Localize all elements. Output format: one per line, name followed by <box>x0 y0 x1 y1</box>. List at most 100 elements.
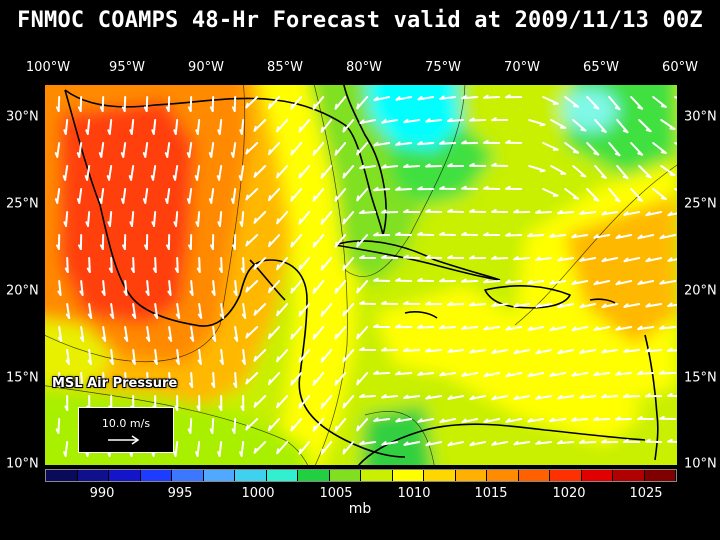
colorbar-swatch <box>487 470 519 481</box>
wind-vector <box>66 349 70 365</box>
wind-vector-head <box>359 209 365 214</box>
wind-vector-head <box>239 129 243 135</box>
wind-vector <box>234 372 238 388</box>
wind-vector <box>660 165 676 176</box>
wind-vector <box>110 303 115 319</box>
wind-vector-head <box>417 324 423 329</box>
wind-vector-head <box>233 290 238 296</box>
wind-vector <box>630 142 644 156</box>
wind-vector <box>356 280 369 294</box>
wind-vector-head <box>101 336 107 342</box>
wind-vector <box>168 280 172 296</box>
wind-vector-head <box>122 244 126 250</box>
wind-vector <box>586 188 600 202</box>
wind-vector <box>359 165 377 170</box>
wind-vector <box>124 326 129 342</box>
wind-vector-head <box>469 441 475 447</box>
wind-vector-head <box>143 106 148 112</box>
wind-vector <box>290 280 303 294</box>
wind-vector-head <box>573 105 579 108</box>
wind-vector-head <box>320 310 324 317</box>
wind-vector-head <box>579 303 585 309</box>
wind-vector-head <box>245 286 249 293</box>
wind-vector-head <box>245 332 249 339</box>
wind-vector-head <box>253 355 257 362</box>
wind-vector <box>276 165 289 179</box>
wind-vector-head <box>549 417 555 422</box>
wind-vector-head <box>373 370 379 375</box>
wind-vector-head <box>175 359 180 365</box>
wind-vector <box>483 418 501 424</box>
wind-vector-head <box>461 231 467 236</box>
wind-vector <box>483 326 501 331</box>
wind-vector <box>110 257 113 273</box>
wind-vector-head <box>298 310 302 317</box>
wind-vector <box>571 234 589 239</box>
wind-vector-head <box>359 255 365 259</box>
wind-vector-head <box>106 175 111 181</box>
wind-vector-head <box>189 382 194 388</box>
coastlines <box>64 85 659 465</box>
wind-vector-head <box>334 425 338 432</box>
wind-vector-head <box>403 163 409 168</box>
wind-vector-head <box>209 428 214 434</box>
wind-vector-head <box>660 151 667 154</box>
wind-vector-head <box>123 336 129 342</box>
wind-vector-head <box>645 175 652 179</box>
wind-vector-head <box>195 129 199 135</box>
wind-vector <box>381 119 399 124</box>
wind-vector-head <box>513 303 519 308</box>
wind-vector <box>381 165 399 169</box>
wind-vector-head <box>232 244 236 250</box>
wind-vector-head <box>667 438 673 443</box>
wind-vector-head <box>245 424 249 431</box>
wind-vector-head <box>85 221 89 227</box>
wind-vector-head <box>342 402 346 409</box>
wind-vector <box>491 395 509 401</box>
lat-label-right-25n: 25°N <box>684 196 717 212</box>
wind-vector <box>373 188 391 192</box>
wind-vector-head <box>439 325 445 330</box>
wind-vector-head <box>268 195 271 202</box>
wind-vector-head <box>245 148 249 155</box>
wind-vector-head <box>268 149 271 156</box>
wind-vector <box>373 372 391 375</box>
colorbar-units: mb <box>348 501 372 517</box>
wind-vector-head <box>245 102 249 109</box>
wind-vector <box>110 349 114 365</box>
wind-vector-head <box>253 171 257 178</box>
wind-vector-head <box>312 241 316 248</box>
wind-vector-head <box>173 129 177 135</box>
wind-vector-head <box>417 231 423 236</box>
field-yellow-band <box>260 85 355 465</box>
wind-vector-head <box>579 439 585 444</box>
wind-vector <box>608 96 621 111</box>
wind-vector-head <box>334 195 338 202</box>
wind-vector-head <box>153 359 158 365</box>
wind-vector <box>623 257 641 263</box>
wind-vector-head <box>276 310 280 317</box>
wind-vector-head <box>623 393 629 398</box>
wind-vector-head <box>447 117 453 123</box>
isobar-contours <box>45 85 677 465</box>
wind-vector <box>298 349 311 363</box>
lon-label-95w: 95°W <box>109 60 145 75</box>
wind-vector-head <box>342 448 346 455</box>
colorbar-tick-1005: 1005 <box>319 486 353 501</box>
wind-vector-head <box>439 231 445 236</box>
wind-vector-head <box>395 371 401 376</box>
wind-vector-head <box>403 118 409 124</box>
wind-vector <box>623 303 641 308</box>
wind-vector <box>469 119 487 122</box>
wind-vector <box>593 280 611 286</box>
wind-vector-head <box>276 172 280 179</box>
wind-vector <box>298 119 311 133</box>
wind-vector <box>638 119 652 133</box>
wind-vector <box>144 142 149 158</box>
wind-vector <box>154 303 159 319</box>
wind-vector <box>491 257 509 260</box>
wind-vector <box>312 372 325 386</box>
wind-vector-head <box>209 106 214 112</box>
wind-vector-head <box>573 151 579 154</box>
wind-vector-head <box>57 382 62 388</box>
